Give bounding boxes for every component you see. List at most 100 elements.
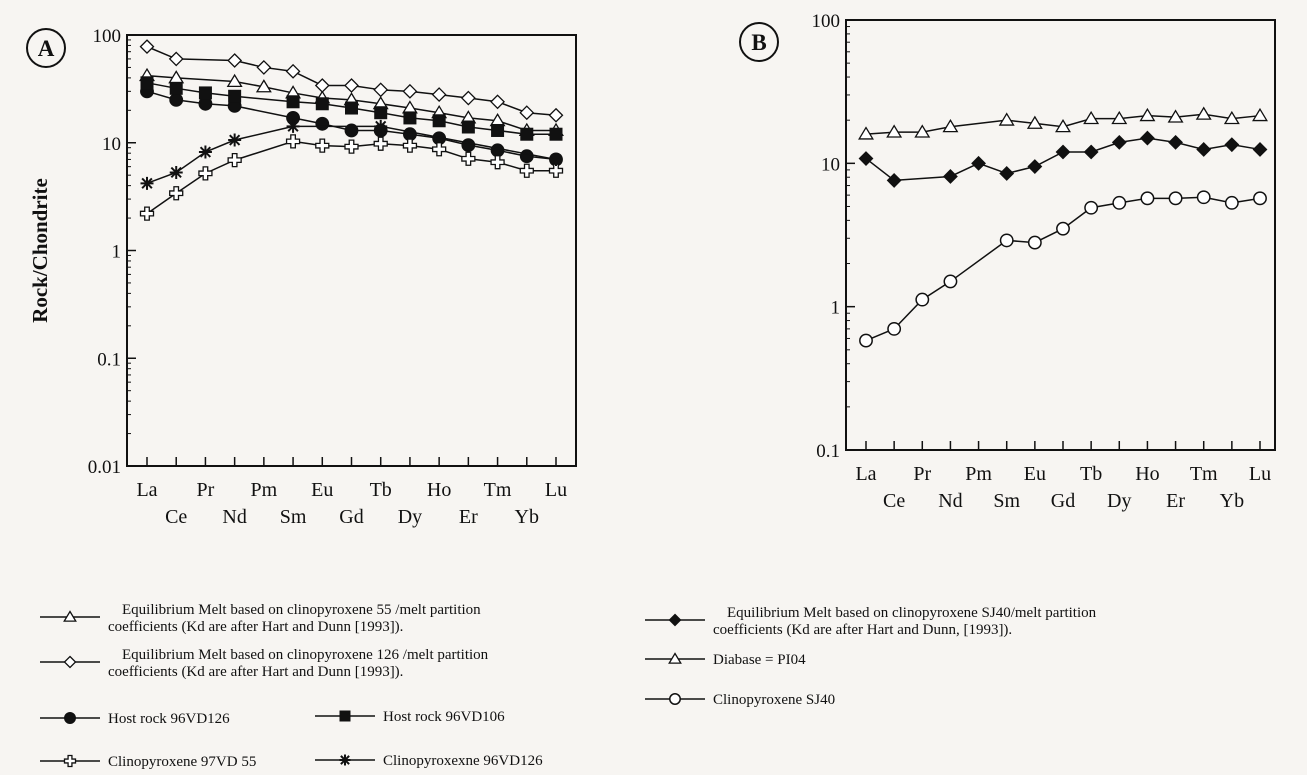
x-tick-label: Ce xyxy=(883,490,905,512)
data-point xyxy=(1223,110,1240,125)
y-tick-label: 1 xyxy=(831,298,841,319)
series-0-3 xyxy=(140,76,563,141)
legend-label: Equilibrium Melt based on clinopyroxene … xyxy=(713,605,1097,638)
data-point xyxy=(285,134,301,149)
legend-swatch-marker xyxy=(63,754,77,768)
data-point xyxy=(1140,191,1155,206)
legend-swatch-marker xyxy=(339,754,351,766)
data-point xyxy=(1196,142,1212,157)
legend-label: Clinopyroxexne 96VD126 xyxy=(383,753,543,769)
legend-label: Host rock 96VD106 xyxy=(383,709,505,725)
x-tick-label: Eu xyxy=(1024,463,1046,485)
x-tick-label: Yb xyxy=(1220,490,1244,512)
data-point xyxy=(1224,195,1239,210)
data-point xyxy=(548,163,564,178)
data-point xyxy=(198,166,213,181)
data-point xyxy=(999,166,1015,181)
data-point xyxy=(1196,190,1211,205)
data-point xyxy=(402,138,418,153)
data-point xyxy=(139,39,155,55)
y-tick-label: 100 xyxy=(812,11,841,32)
data-point xyxy=(859,333,873,348)
panel-label: A xyxy=(38,36,55,61)
data-point xyxy=(490,155,505,170)
series-1-2 xyxy=(859,190,1267,348)
x-tick-label: Tb xyxy=(370,479,392,501)
legend-a: Equilibrium Melt based on clinopyroxene … xyxy=(40,602,543,770)
data-point xyxy=(886,124,903,138)
legend-swatch-marker xyxy=(339,710,351,722)
data-point xyxy=(315,138,330,153)
data-point xyxy=(198,86,212,100)
legend-item: Clinopyroxene SJ40 xyxy=(645,692,835,708)
x-tick-label: Tb xyxy=(1080,463,1102,485)
x-tick-label: Pm xyxy=(965,463,992,485)
data-point xyxy=(1168,134,1183,150)
legend-swatch-marker xyxy=(668,613,682,627)
y-tick-label: 0.1 xyxy=(816,441,840,462)
data-point xyxy=(374,119,388,133)
data-point xyxy=(256,60,272,75)
legend-item: Equilibrium Melt based on clinopyroxene … xyxy=(40,647,489,680)
data-point xyxy=(1055,118,1071,133)
data-point xyxy=(519,163,534,178)
legend-label: Clinopyroxene SJ40 xyxy=(713,692,835,708)
data-point xyxy=(858,151,874,166)
data-point xyxy=(1027,159,1043,174)
data-point xyxy=(315,97,329,111)
x-tick-label: Tm xyxy=(484,479,512,501)
data-point xyxy=(169,186,184,201)
x-tick-label: Nd xyxy=(938,490,962,512)
data-point xyxy=(1083,110,1100,125)
legend-swatch-marker xyxy=(63,610,77,622)
data-point xyxy=(373,82,389,98)
series-line xyxy=(865,196,1261,342)
panel-label-circle xyxy=(739,22,779,62)
legend-label: Equilibrium Melt based on clinopyroxene … xyxy=(108,647,489,680)
data-point xyxy=(461,120,475,134)
y-tick-label: 10 xyxy=(821,154,840,175)
data-point xyxy=(1027,235,1042,250)
data-point xyxy=(999,233,1014,248)
data-point xyxy=(549,127,563,141)
data-point xyxy=(168,51,184,67)
data-point xyxy=(140,76,154,90)
y-tick-label: 0.1 xyxy=(97,349,121,370)
data-point xyxy=(1224,137,1240,153)
x-tick-label: Sm xyxy=(993,490,1020,512)
data-point xyxy=(314,78,330,93)
data-point xyxy=(169,165,183,179)
data-point xyxy=(520,127,534,141)
data-point xyxy=(344,139,359,154)
data-point xyxy=(1168,191,1183,206)
series-0-5 xyxy=(140,119,563,190)
data-point xyxy=(1111,110,1128,125)
legend-swatch-marker xyxy=(669,693,681,705)
x-tick-label: Nd xyxy=(222,506,246,528)
data-point xyxy=(1084,200,1099,215)
data-point xyxy=(1026,115,1043,129)
x-tick-label: Dy xyxy=(398,506,422,528)
data-point xyxy=(1195,106,1212,120)
data-point xyxy=(461,138,476,153)
data-point xyxy=(345,101,358,115)
data-point xyxy=(1253,191,1267,206)
data-point xyxy=(915,292,930,307)
data-point xyxy=(1252,142,1268,157)
panel-label: B xyxy=(751,30,766,55)
series-0-4 xyxy=(139,134,564,221)
data-point xyxy=(227,152,242,168)
y-tick-label: 0.01 xyxy=(88,457,121,478)
data-point xyxy=(1140,130,1155,146)
data-point xyxy=(1252,107,1268,122)
x-tick-label: Lu xyxy=(1249,463,1271,485)
data-point xyxy=(1083,144,1099,160)
data-point xyxy=(914,124,931,138)
x-tick-label: Pr xyxy=(913,463,931,485)
data-point xyxy=(491,123,505,137)
legend-swatch-marker xyxy=(64,712,76,724)
x-tick-label: Gd xyxy=(1051,490,1075,512)
data-point xyxy=(490,94,505,110)
